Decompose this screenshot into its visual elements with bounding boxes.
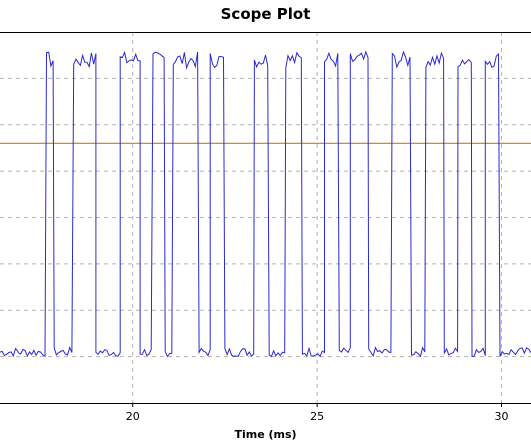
series-layer [0,50,531,358]
x-axis-label: Time (ms) [234,428,297,441]
tick-layer: 20 25 30 [126,403,509,423]
axis-layer [0,32,531,404]
chart-title: Scope Plot [220,5,311,23]
x-tick-label: 30 [495,410,509,423]
grid-layer [0,32,531,403]
x-tick-label: 25 [310,410,324,423]
x-tick-label: 20 [126,410,140,423]
signal-trace [0,50,531,358]
